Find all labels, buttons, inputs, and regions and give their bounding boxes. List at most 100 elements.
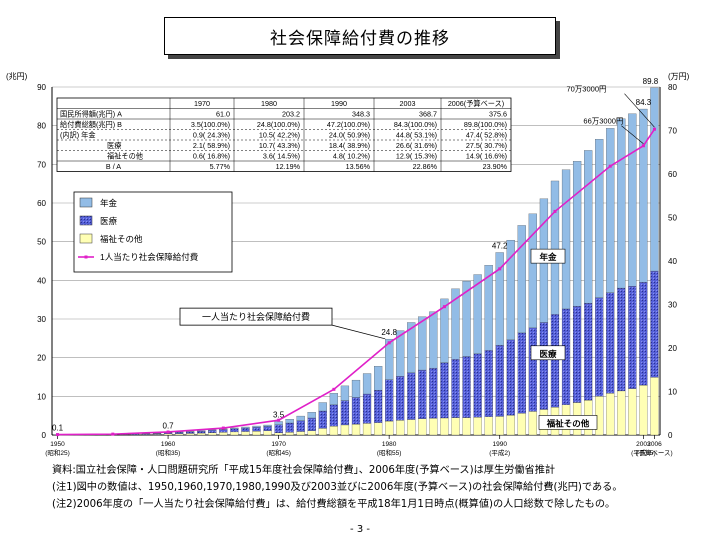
bar-nenkin	[561, 169, 571, 310]
table-cell: 5.77%	[210, 162, 231, 171]
bar-iryo	[429, 367, 438, 419]
annotation-leader	[621, 125, 644, 144]
bar-fukushi	[241, 431, 250, 436]
bar-nenkin	[650, 87, 659, 272]
bar-iryo	[473, 353, 482, 418]
table-cell: 0.6( 16.8%)	[193, 152, 230, 161]
x-tick-label: 2006	[647, 441, 662, 448]
table-cell: 14.9( 16.6%)	[466, 152, 507, 161]
bar-iryo	[340, 400, 350, 426]
per-capita-point	[641, 144, 645, 148]
table-cell: 18.4( 38.9%)	[329, 141, 370, 150]
bar-iryo	[584, 303, 593, 401]
bar-iryo	[506, 339, 515, 416]
bar-fukushi	[495, 416, 504, 436]
bar-fukushi	[639, 384, 648, 436]
y2-tick-label: 10	[668, 388, 677, 397]
per-capita-point	[442, 305, 446, 309]
bar-nenkin	[484, 265, 493, 351]
bar-nenkin	[241, 426, 250, 429]
bar-iryo	[451, 359, 460, 418]
y-tick-label: 0	[42, 431, 47, 440]
per-capita-point	[111, 432, 115, 436]
bar-iryo	[550, 314, 560, 408]
bar-nenkin	[208, 429, 217, 431]
table-cell: 4.8( 10.2%)	[333, 152, 370, 161]
table-cell: 12.19%	[276, 162, 301, 171]
series-label-fukushi: 福祉その他	[546, 418, 590, 428]
table-cell: 47.2(100.0%)	[327, 120, 370, 129]
table-cell: 3.5(100.0%)	[191, 120, 230, 129]
bar-iryo	[517, 332, 526, 414]
table-cell: 44.8( 53.1%)	[396, 131, 437, 140]
bar-fukushi	[197, 432, 206, 436]
bar-iryo	[219, 429, 228, 433]
bar-nenkin	[451, 288, 460, 360]
bar-fukushi	[340, 424, 350, 436]
y2-axis-unit: (万円)	[668, 72, 690, 81]
bar-iryo	[628, 286, 637, 389]
data-label: 0.1	[52, 424, 64, 433]
bar-fukushi	[407, 419, 416, 436]
per-capita-point	[498, 267, 502, 271]
table-cell: 23.90%	[483, 162, 508, 171]
x-tick-label: 1990	[492, 441, 507, 448]
bar-iryo	[528, 327, 537, 412]
bar-fukushi	[351, 424, 361, 436]
y2-tick-label: 70	[668, 127, 677, 136]
bar-iryo	[462, 356, 471, 418]
bar-fukushi	[473, 417, 482, 436]
y-tick-label: 30	[37, 315, 46, 324]
y-tick-label: 20	[37, 354, 46, 363]
bar-iryo	[440, 362, 449, 419]
x-tick-sublabel: (昭和35)	[156, 448, 181, 457]
y2-tick-label: 0	[668, 431, 673, 440]
bar-fukushi	[230, 431, 239, 436]
bar-nenkin	[362, 373, 372, 395]
note-2: (注2)2006年度の「一人当たり社会保障給付費」は、給付費総額を平成18年1月…	[52, 499, 616, 510]
series-label-nenkin: 年金	[539, 252, 557, 262]
page-title: 社会保障給付費の推移	[164, 17, 556, 55]
bar-fukushi	[628, 388, 637, 436]
table-cell: 2.1( 58.9%)	[193, 141, 230, 150]
bar-fukushi	[263, 430, 272, 436]
bar-iryo	[484, 350, 493, 417]
bar-fukushi	[318, 428, 327, 436]
bar-fukushi	[175, 433, 184, 436]
bar-iryo	[197, 431, 206, 434]
table-cell: 203.2	[282, 110, 300, 119]
bar-fukushi	[374, 422, 383, 436]
bar-nenkin	[595, 139, 604, 298]
bar-fukushi	[451, 417, 460, 436]
x-tick-label: 1970	[271, 441, 286, 448]
bar-nenkin	[517, 225, 526, 334]
bar-nenkin	[186, 431, 195, 433]
table-cell: 3.6( 14.5%)	[263, 152, 300, 161]
data-label: 84.3	[636, 98, 652, 107]
table-row-label: 福祉その他	[107, 152, 143, 161]
y-tick-label: 80	[37, 122, 46, 131]
bar-iryo	[495, 345, 504, 417]
per-capita-point	[387, 341, 391, 345]
bar-iryo	[595, 297, 604, 397]
bar-iryo	[296, 420, 305, 432]
series-label-iryo: 医療	[539, 349, 557, 359]
bar-fukushi	[252, 431, 261, 436]
legend-label: 福祉その他	[100, 234, 143, 244]
bar-nenkin	[307, 412, 316, 419]
bar-nenkin	[252, 425, 261, 428]
bar-fukushi	[296, 431, 305, 436]
per-capita-point	[332, 387, 336, 391]
x-tick-sublabel: (平成2)	[489, 448, 510, 457]
page-number: - 3 -	[350, 524, 370, 535]
bar-nenkin	[572, 161, 582, 307]
data-table	[56, 97, 512, 172]
per-capita-point	[166, 430, 170, 434]
bar-iryo	[418, 369, 427, 419]
bar-nenkin	[440, 298, 449, 363]
data-label: 47.2	[492, 241, 508, 250]
y-axis-unit: (兆円)	[6, 71, 28, 81]
table-cell: 24.8(100.0%)	[257, 120, 300, 129]
bar-fukushi	[186, 433, 195, 436]
bar-fukushi	[219, 432, 228, 436]
